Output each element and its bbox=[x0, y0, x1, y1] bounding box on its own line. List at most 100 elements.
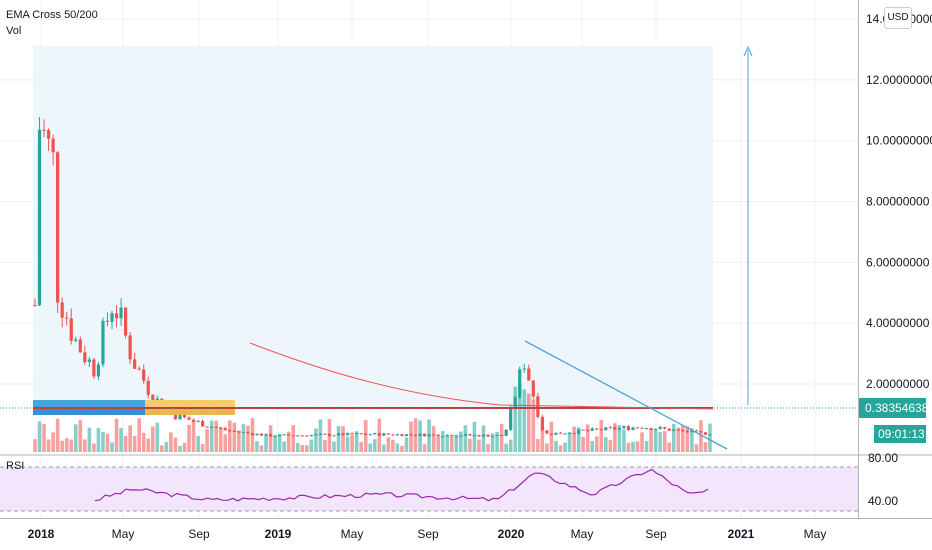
candle-body bbox=[51, 138, 55, 153]
candle-body bbox=[404, 434, 409, 437]
ema-indicator-label[interactable]: EMA Cross 50/200 bbox=[6, 9, 98, 21]
candle-body bbox=[300, 435, 304, 437]
time-axis[interactable]: 2018 May Sep 2019 May Sep 2020 May Sep 2021 May bbox=[28, 527, 827, 541]
volume-bar bbox=[368, 443, 373, 452]
candle-body bbox=[178, 414, 182, 420]
volume-bar bbox=[55, 418, 60, 452]
candle-body bbox=[137, 368, 141, 370]
volume-bar bbox=[300, 445, 305, 452]
volume-bar bbox=[694, 444, 699, 452]
candle-body bbox=[599, 429, 603, 431]
currency-button[interactable]: USD bbox=[884, 7, 912, 29]
candlestick-series bbox=[33, 117, 712, 438]
current-price-tag bbox=[859, 398, 926, 418]
candle-body bbox=[273, 436, 277, 438]
candle-body bbox=[223, 428, 227, 431]
candle-body bbox=[173, 413, 178, 420]
rsi-line bbox=[94, 468, 709, 502]
volume-bar bbox=[164, 441, 169, 452]
candle-body bbox=[78, 339, 82, 353]
volume-bar bbox=[277, 434, 282, 452]
candle-body bbox=[422, 433, 427, 437]
volume-bar bbox=[42, 424, 46, 452]
position-target-block-lower bbox=[33, 409, 145, 415]
volume-bar bbox=[567, 432, 572, 452]
volume-bar bbox=[653, 429, 658, 452]
position-target-block bbox=[33, 400, 145, 409]
candle-body bbox=[359, 433, 363, 435]
volume-bar bbox=[699, 420, 703, 452]
candle-body bbox=[567, 433, 572, 435]
volume-bar bbox=[363, 420, 368, 452]
volume-bar bbox=[359, 442, 363, 452]
candle-body bbox=[114, 313, 119, 319]
volume-bar bbox=[558, 445, 563, 452]
volume-bar bbox=[214, 420, 219, 452]
candle-body bbox=[259, 433, 264, 436]
volume-bar bbox=[386, 437, 391, 452]
candle-body bbox=[500, 435, 504, 437]
candle-body bbox=[96, 364, 101, 377]
candle-body bbox=[672, 429, 676, 431]
time-axis-label: May bbox=[571, 527, 594, 541]
candle-body bbox=[377, 433, 381, 436]
volume-bar bbox=[255, 441, 259, 452]
volume-bar bbox=[613, 423, 617, 452]
time-axis-label: Sep bbox=[645, 527, 667, 541]
volume-bars bbox=[33, 383, 712, 452]
candle-body bbox=[563, 433, 567, 435]
volume-bar bbox=[241, 424, 246, 452]
rsi-indicator-label[interactable]: RSI bbox=[6, 460, 25, 472]
volume-bar bbox=[409, 421, 413, 452]
candle-body bbox=[314, 434, 318, 436]
price-range-box bbox=[33, 46, 713, 408]
volume-bar bbox=[486, 444, 490, 452]
volume-bar bbox=[336, 426, 341, 452]
volume-bar bbox=[232, 422, 237, 452]
candle-body bbox=[608, 427, 612, 429]
candle-body bbox=[336, 433, 341, 436]
price-axis-label: 4.00000000 bbox=[866, 316, 930, 330]
rsi-axis-label-40: 40.00 bbox=[868, 494, 898, 508]
time-axis-label: May bbox=[341, 527, 364, 541]
candle-body bbox=[681, 429, 685, 431]
candle-body bbox=[427, 434, 431, 437]
candle-body bbox=[617, 427, 621, 430]
price-axis-label: 10.00000000 bbox=[866, 134, 932, 148]
candle-body bbox=[318, 433, 323, 435]
candle-body bbox=[56, 152, 60, 303]
volume-bar bbox=[685, 426, 690, 452]
volume-bar bbox=[554, 440, 558, 452]
candle-body bbox=[690, 430, 694, 433]
candle-body bbox=[74, 339, 78, 341]
volume-bar bbox=[404, 437, 409, 452]
candle-body bbox=[626, 426, 631, 430]
candle-body bbox=[472, 435, 477, 437]
candle-body bbox=[291, 435, 295, 437]
volume-bar bbox=[268, 425, 273, 452]
rsi-axis-label-80: 80.00 bbox=[868, 451, 898, 465]
volume-bar bbox=[572, 426, 576, 452]
candle-body bbox=[355, 433, 359, 435]
volume-bar bbox=[608, 440, 613, 452]
candle-body bbox=[323, 433, 327, 435]
candle-body bbox=[350, 433, 354, 435]
volume-indicator-label[interactable]: Vol bbox=[6, 25, 22, 37]
candle-body bbox=[101, 320, 105, 365]
candle-body bbox=[364, 433, 368, 435]
candle-body bbox=[586, 430, 590, 432]
volume-bar bbox=[635, 441, 640, 452]
candle-body bbox=[237, 431, 241, 433]
time-axis-label: 2019 bbox=[265, 527, 292, 541]
candle-body bbox=[214, 427, 218, 429]
candle-body bbox=[558, 432, 563, 434]
candle-body bbox=[391, 434, 395, 436]
volume-bar bbox=[382, 444, 386, 452]
price-axis[interactable]: 14.0000000012.0000000010.000000008.00000… bbox=[866, 12, 932, 391]
volume-bar bbox=[101, 432, 105, 452]
candle-body bbox=[151, 394, 155, 404]
current-price-value: 0.38354638 bbox=[865, 401, 929, 415]
candle-body bbox=[228, 430, 232, 432]
volume-bar bbox=[576, 427, 581, 452]
